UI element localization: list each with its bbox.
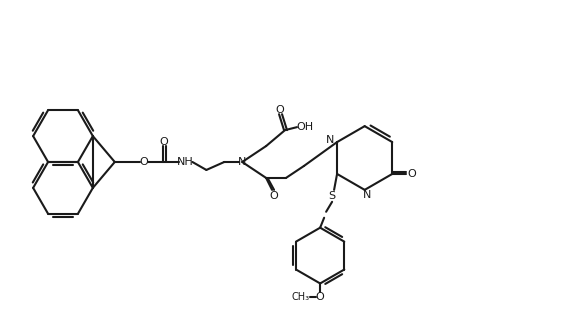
Text: N: N: [238, 157, 246, 167]
Text: OH: OH: [297, 122, 313, 132]
Text: O: O: [270, 191, 279, 201]
Text: N: N: [362, 190, 371, 200]
Text: S: S: [328, 191, 336, 201]
Text: O: O: [408, 169, 417, 179]
Text: O: O: [139, 157, 148, 167]
Text: CH₃: CH₃: [291, 292, 309, 302]
Text: O: O: [159, 137, 168, 147]
Text: O: O: [276, 105, 284, 115]
Text: O: O: [316, 292, 324, 302]
Text: NH: NH: [177, 157, 194, 167]
Text: N: N: [326, 135, 334, 145]
